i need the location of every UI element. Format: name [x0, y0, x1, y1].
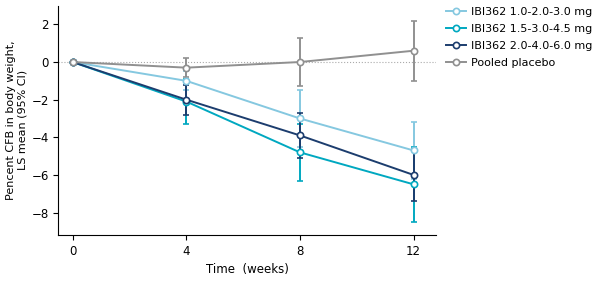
Legend: IBI362 1.0-2.0-3.0 mg, IBI362 1.5-3.0-4.5 mg, IBI362 2.0-4.0-6.0 mg, Pooled plac: IBI362 1.0-2.0-3.0 mg, IBI362 1.5-3.0-4.… [446, 6, 592, 68]
Y-axis label: Pencent CFB in body weight,
LS mean (95% CI): Pencent CFB in body weight, LS mean (95%… [5, 41, 27, 200]
X-axis label: Time  (weeks): Time (weeks) [206, 263, 289, 276]
